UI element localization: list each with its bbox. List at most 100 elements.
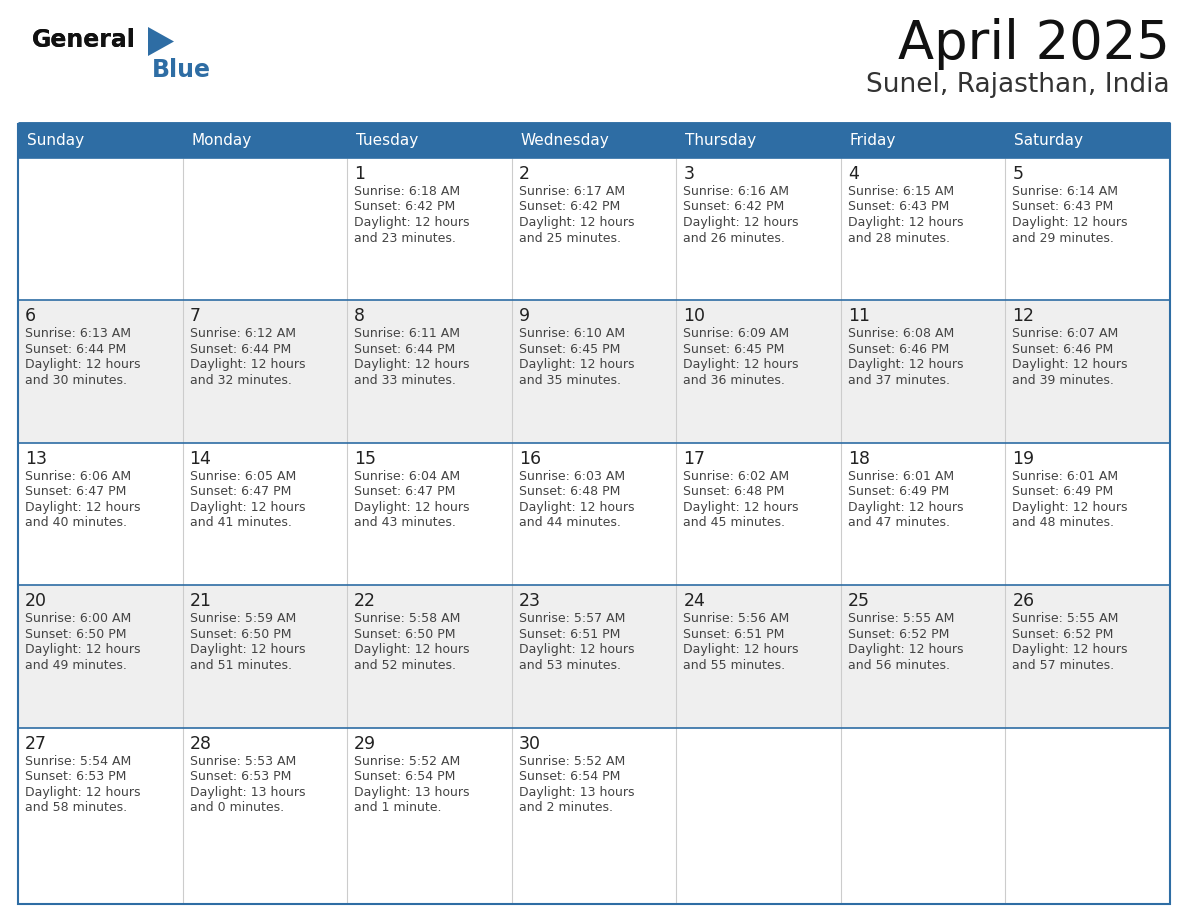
Text: 12: 12 bbox=[1012, 308, 1035, 325]
Text: 15: 15 bbox=[354, 450, 377, 468]
Bar bbox=[18, 300, 1170, 442]
Text: Thursday: Thursday bbox=[685, 133, 757, 149]
Text: Sunset: 6:54 PM: Sunset: 6:54 PM bbox=[519, 770, 620, 783]
Polygon shape bbox=[148, 27, 173, 56]
Text: 18: 18 bbox=[848, 450, 870, 468]
Bar bbox=[18, 124, 1170, 158]
Text: Sunrise: 6:07 AM: Sunrise: 6:07 AM bbox=[1012, 328, 1119, 341]
Text: 24: 24 bbox=[683, 592, 706, 610]
Text: 8: 8 bbox=[354, 308, 365, 325]
Text: Sunrise: 5:55 AM: Sunrise: 5:55 AM bbox=[1012, 612, 1119, 625]
Text: and 53 minutes.: and 53 minutes. bbox=[519, 659, 620, 672]
Text: Sunset: 6:53 PM: Sunset: 6:53 PM bbox=[25, 770, 126, 783]
Text: 2: 2 bbox=[519, 165, 530, 183]
Text: and 29 minutes.: and 29 minutes. bbox=[1012, 231, 1114, 244]
Text: Sunset: 6:50 PM: Sunset: 6:50 PM bbox=[190, 628, 291, 641]
Text: Sunrise: 6:13 AM: Sunrise: 6:13 AM bbox=[25, 328, 131, 341]
Text: Daylight: 12 hours: Daylight: 12 hours bbox=[354, 216, 469, 229]
Text: and 23 minutes.: and 23 minutes. bbox=[354, 231, 456, 244]
Text: and 32 minutes.: and 32 minutes. bbox=[190, 374, 291, 386]
Text: Daylight: 12 hours: Daylight: 12 hours bbox=[848, 358, 963, 372]
Text: Sunel, Rajasthan, India: Sunel, Rajasthan, India bbox=[866, 72, 1170, 98]
Text: Sunset: 6:48 PM: Sunset: 6:48 PM bbox=[683, 486, 784, 498]
Text: Sunset: 6:50 PM: Sunset: 6:50 PM bbox=[354, 628, 456, 641]
Text: 16: 16 bbox=[519, 450, 541, 468]
Text: 25: 25 bbox=[848, 592, 870, 610]
Text: Sunrise: 5:58 AM: Sunrise: 5:58 AM bbox=[354, 612, 461, 625]
Text: Daylight: 12 hours: Daylight: 12 hours bbox=[25, 786, 140, 799]
Text: Sunset: 6:52 PM: Sunset: 6:52 PM bbox=[848, 628, 949, 641]
Text: Sunset: 6:53 PM: Sunset: 6:53 PM bbox=[190, 770, 291, 783]
Text: Sunrise: 5:55 AM: Sunrise: 5:55 AM bbox=[848, 612, 954, 625]
Text: Sunset: 6:44 PM: Sunset: 6:44 PM bbox=[25, 343, 126, 356]
Text: 14: 14 bbox=[190, 450, 211, 468]
Text: Sunrise: 5:56 AM: Sunrise: 5:56 AM bbox=[683, 612, 790, 625]
Text: Sunrise: 6:04 AM: Sunrise: 6:04 AM bbox=[354, 470, 460, 483]
Text: Sunrise: 6:10 AM: Sunrise: 6:10 AM bbox=[519, 328, 625, 341]
Text: April 2025: April 2025 bbox=[898, 18, 1170, 70]
Text: General: General bbox=[32, 28, 135, 52]
Text: and 49 minutes.: and 49 minutes. bbox=[25, 659, 127, 672]
Text: Sunset: 6:50 PM: Sunset: 6:50 PM bbox=[25, 628, 126, 641]
Text: Sunset: 6:42 PM: Sunset: 6:42 PM bbox=[683, 200, 784, 214]
Text: Daylight: 12 hours: Daylight: 12 hours bbox=[190, 501, 305, 514]
Text: 21: 21 bbox=[190, 592, 211, 610]
Text: Sunset: 6:45 PM: Sunset: 6:45 PM bbox=[683, 343, 784, 356]
Text: 4: 4 bbox=[848, 165, 859, 183]
Text: and 39 minutes.: and 39 minutes. bbox=[1012, 374, 1114, 386]
Bar bbox=[18, 728, 1170, 870]
Text: 30: 30 bbox=[519, 734, 541, 753]
Text: Sunset: 6:46 PM: Sunset: 6:46 PM bbox=[1012, 343, 1113, 356]
Text: and 55 minutes.: and 55 minutes. bbox=[683, 659, 785, 672]
Text: Sunset: 6:52 PM: Sunset: 6:52 PM bbox=[1012, 628, 1114, 641]
Text: Sunset: 6:47 PM: Sunset: 6:47 PM bbox=[25, 486, 126, 498]
Text: Sunrise: 5:52 AM: Sunrise: 5:52 AM bbox=[354, 755, 461, 767]
Text: Sunrise: 6:15 AM: Sunrise: 6:15 AM bbox=[848, 185, 954, 198]
Text: Sunrise: 6:14 AM: Sunrise: 6:14 AM bbox=[1012, 185, 1118, 198]
Text: Daylight: 12 hours: Daylight: 12 hours bbox=[354, 358, 469, 372]
Text: Sunset: 6:44 PM: Sunset: 6:44 PM bbox=[190, 343, 291, 356]
Text: 5: 5 bbox=[1012, 165, 1023, 183]
Text: Sunrise: 5:52 AM: Sunrise: 5:52 AM bbox=[519, 755, 625, 767]
Text: 20: 20 bbox=[25, 592, 48, 610]
Text: and 33 minutes.: and 33 minutes. bbox=[354, 374, 456, 386]
Text: Sunrise: 6:00 AM: Sunrise: 6:00 AM bbox=[25, 612, 131, 625]
Text: 11: 11 bbox=[848, 308, 870, 325]
Text: 17: 17 bbox=[683, 450, 706, 468]
Text: Sunset: 6:51 PM: Sunset: 6:51 PM bbox=[683, 628, 784, 641]
Text: Daylight: 12 hours: Daylight: 12 hours bbox=[848, 644, 963, 656]
Text: Sunday: Sunday bbox=[27, 133, 84, 149]
Text: Tuesday: Tuesday bbox=[356, 133, 418, 149]
Text: Sunrise: 6:09 AM: Sunrise: 6:09 AM bbox=[683, 328, 789, 341]
Text: Daylight: 12 hours: Daylight: 12 hours bbox=[848, 501, 963, 514]
Text: Sunrise: 6:08 AM: Sunrise: 6:08 AM bbox=[848, 328, 954, 341]
Text: 7: 7 bbox=[190, 308, 201, 325]
Text: Daylight: 12 hours: Daylight: 12 hours bbox=[683, 644, 798, 656]
Text: Daylight: 12 hours: Daylight: 12 hours bbox=[354, 501, 469, 514]
Text: 10: 10 bbox=[683, 308, 706, 325]
Text: Daylight: 12 hours: Daylight: 12 hours bbox=[683, 216, 798, 229]
Text: and 26 minutes.: and 26 minutes. bbox=[683, 231, 785, 244]
Text: 27: 27 bbox=[25, 734, 48, 753]
Text: and 0 minutes.: and 0 minutes. bbox=[190, 801, 284, 814]
Text: 28: 28 bbox=[190, 734, 211, 753]
Text: Daylight: 12 hours: Daylight: 12 hours bbox=[190, 644, 305, 656]
Text: 1: 1 bbox=[354, 165, 365, 183]
Text: 19: 19 bbox=[1012, 450, 1035, 468]
Text: Sunrise: 6:03 AM: Sunrise: 6:03 AM bbox=[519, 470, 625, 483]
Text: Sunrise: 5:57 AM: Sunrise: 5:57 AM bbox=[519, 612, 625, 625]
Text: Daylight: 12 hours: Daylight: 12 hours bbox=[25, 358, 140, 372]
Text: and 51 minutes.: and 51 minutes. bbox=[190, 659, 291, 672]
Bar bbox=[18, 124, 1170, 904]
Text: Daylight: 12 hours: Daylight: 12 hours bbox=[1012, 216, 1127, 229]
Text: Daylight: 12 hours: Daylight: 12 hours bbox=[25, 644, 140, 656]
Text: and 2 minutes.: and 2 minutes. bbox=[519, 801, 613, 814]
Text: Daylight: 12 hours: Daylight: 12 hours bbox=[519, 501, 634, 514]
Text: Daylight: 12 hours: Daylight: 12 hours bbox=[1012, 501, 1127, 514]
Text: and 37 minutes.: and 37 minutes. bbox=[848, 374, 950, 386]
Text: Sunrise: 5:53 AM: Sunrise: 5:53 AM bbox=[190, 755, 296, 767]
Text: and 58 minutes.: and 58 minutes. bbox=[25, 801, 127, 814]
Text: Sunrise: 5:54 AM: Sunrise: 5:54 AM bbox=[25, 755, 131, 767]
Text: and 40 minutes.: and 40 minutes. bbox=[25, 516, 127, 530]
Text: Sunset: 6:45 PM: Sunset: 6:45 PM bbox=[519, 343, 620, 356]
